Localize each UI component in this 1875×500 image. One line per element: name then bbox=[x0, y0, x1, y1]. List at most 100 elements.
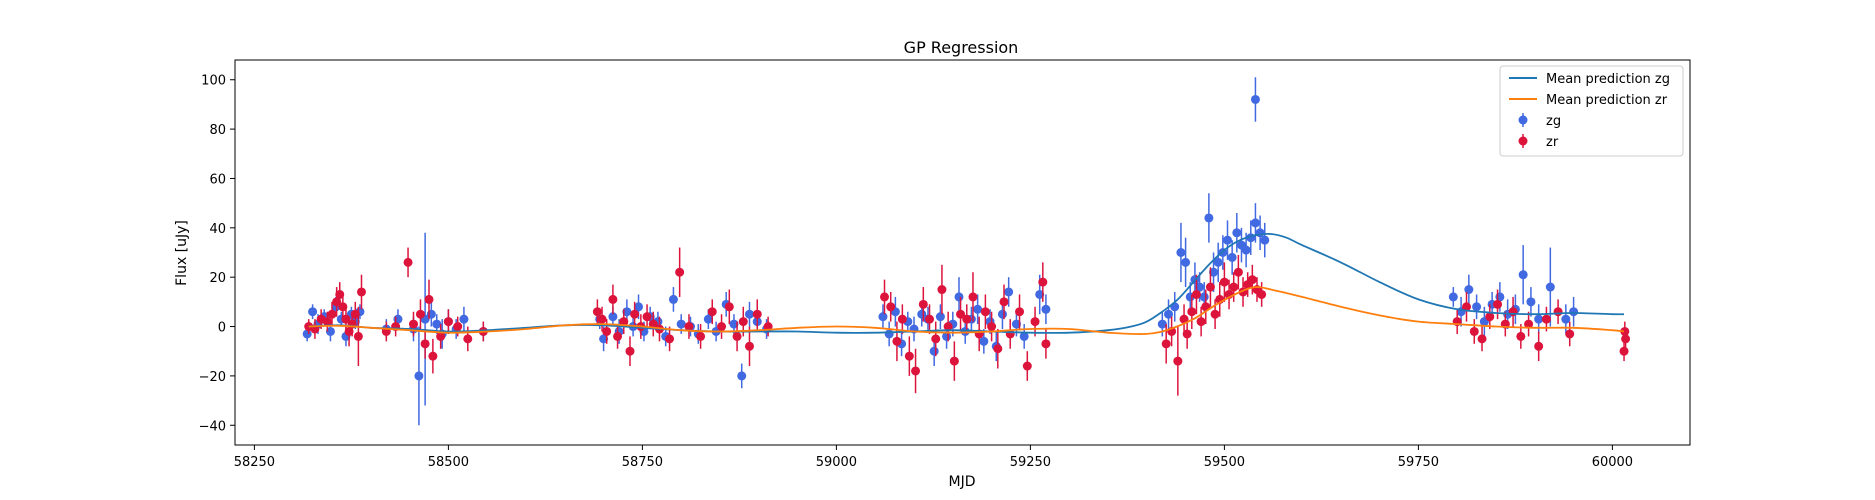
data-point-zg bbox=[1157, 311, 1167, 337]
marker-zr bbox=[453, 322, 463, 332]
data-point-zg bbox=[1213, 242, 1223, 283]
data-point-zg bbox=[1250, 77, 1260, 122]
marker-zr bbox=[1022, 361, 1032, 371]
marker-zg bbox=[1019, 331, 1029, 341]
marker-zr bbox=[1182, 329, 1192, 339]
data-point-zr bbox=[732, 321, 742, 352]
marker-zr bbox=[1553, 307, 1563, 317]
marker-zr bbox=[463, 334, 473, 344]
marker-zr bbox=[943, 322, 953, 332]
marker-zr bbox=[356, 287, 366, 297]
marker-zg bbox=[973, 304, 983, 314]
marker-zg bbox=[1011, 319, 1021, 329]
legend-label-zr: zr bbox=[1546, 135, 1559, 150]
marker-zg bbox=[954, 292, 964, 302]
marker-zr bbox=[904, 351, 914, 361]
marker-zg bbox=[979, 336, 989, 346]
data-point-zr bbox=[443, 309, 453, 334]
data-point-zg bbox=[1260, 222, 1270, 258]
data-point-zr bbox=[980, 294, 990, 330]
data-point-zr bbox=[1565, 321, 1575, 347]
data-point-zg bbox=[1472, 294, 1482, 320]
marker-zr bbox=[403, 257, 413, 267]
marker-zr bbox=[1187, 307, 1197, 317]
data-point-zr bbox=[1219, 262, 1229, 302]
marker-zg bbox=[935, 312, 945, 322]
marker-zg bbox=[1518, 270, 1528, 280]
marker-zg bbox=[1260, 235, 1270, 245]
marker-zr bbox=[619, 317, 629, 327]
marker-zr bbox=[1233, 267, 1243, 277]
data-point-zr bbox=[1179, 304, 1189, 334]
marker-zg bbox=[325, 326, 335, 336]
data-point-zr bbox=[1173, 326, 1183, 396]
data-point-zr bbox=[1233, 254, 1243, 290]
y-tick-label: 100 bbox=[201, 74, 226, 89]
marker-zg bbox=[744, 309, 754, 319]
marker-zr bbox=[648, 319, 658, 329]
data-point-zr bbox=[322, 311, 332, 332]
marker-zg bbox=[1255, 228, 1265, 238]
marker-zg bbox=[1250, 218, 1260, 228]
marker-zg bbox=[1209, 267, 1219, 277]
data-point-zr bbox=[892, 321, 902, 362]
marker-zr bbox=[880, 292, 890, 302]
marker-zg bbox=[1204, 213, 1214, 223]
marker-zr bbox=[931, 334, 941, 344]
marker-zg bbox=[1227, 252, 1237, 262]
marker-zg bbox=[308, 307, 318, 317]
data-point-zr bbox=[1462, 291, 1472, 322]
marker-zr bbox=[1534, 341, 1544, 351]
data-point-zg bbox=[1227, 240, 1237, 275]
legend-label-zr-line: Mean prediction zr bbox=[1546, 93, 1668, 108]
marker-zr bbox=[1030, 317, 1040, 327]
x-tick-label: 60000 bbox=[1592, 455, 1633, 470]
data-point-zr bbox=[1469, 319, 1479, 344]
data-point-zr bbox=[724, 289, 734, 325]
data-point-zr bbox=[1041, 329, 1051, 359]
data-point-zr bbox=[1187, 294, 1197, 330]
marker-zr bbox=[717, 322, 727, 332]
marker-zr bbox=[420, 339, 430, 349]
marker-zg bbox=[1448, 292, 1458, 302]
marker-zg bbox=[459, 314, 469, 324]
legend-label-zg: zg bbox=[1546, 114, 1561, 129]
marker-zr bbox=[1565, 329, 1575, 339]
marker-zg bbox=[1545, 282, 1555, 292]
data-point-zr bbox=[931, 321, 941, 357]
marker-zg bbox=[1213, 257, 1223, 267]
marker-zg bbox=[676, 319, 686, 329]
y-tick-label: 40 bbox=[209, 222, 226, 237]
marker-zg bbox=[878, 312, 888, 322]
marker-zr bbox=[925, 314, 935, 324]
data-point-zr bbox=[428, 338, 438, 374]
marker-zr bbox=[732, 331, 742, 341]
data-point-zr bbox=[904, 336, 914, 376]
marker-zr bbox=[980, 307, 990, 317]
marker-zr bbox=[1477, 334, 1487, 344]
data-point-zr bbox=[625, 336, 635, 367]
data-point-zg bbox=[1561, 304, 1571, 334]
marker-zr bbox=[665, 334, 675, 344]
data-point-zg bbox=[1019, 324, 1029, 349]
marker-zr bbox=[1493, 299, 1503, 309]
data-point-zg bbox=[1232, 213, 1242, 253]
data-point-zr bbox=[696, 324, 706, 349]
marker-zr bbox=[1524, 319, 1534, 329]
data-point-zr bbox=[665, 326, 675, 352]
data-point-zr bbox=[1205, 267, 1215, 307]
marker-zg bbox=[426, 309, 436, 319]
y-tick-label: 60 bbox=[209, 172, 226, 187]
marker-zr bbox=[1179, 314, 1189, 324]
data-point-zr bbox=[1477, 326, 1487, 352]
data-point-zg bbox=[1448, 287, 1458, 307]
marker-zr bbox=[341, 314, 351, 324]
marker-zr bbox=[424, 294, 434, 304]
marker-zr bbox=[892, 336, 902, 346]
marker-zg bbox=[1561, 314, 1571, 324]
data-point-zr bbox=[403, 247, 413, 278]
data-point-zg bbox=[1164, 299, 1174, 330]
data-point-zr bbox=[420, 329, 430, 359]
marker-zr bbox=[335, 289, 345, 299]
